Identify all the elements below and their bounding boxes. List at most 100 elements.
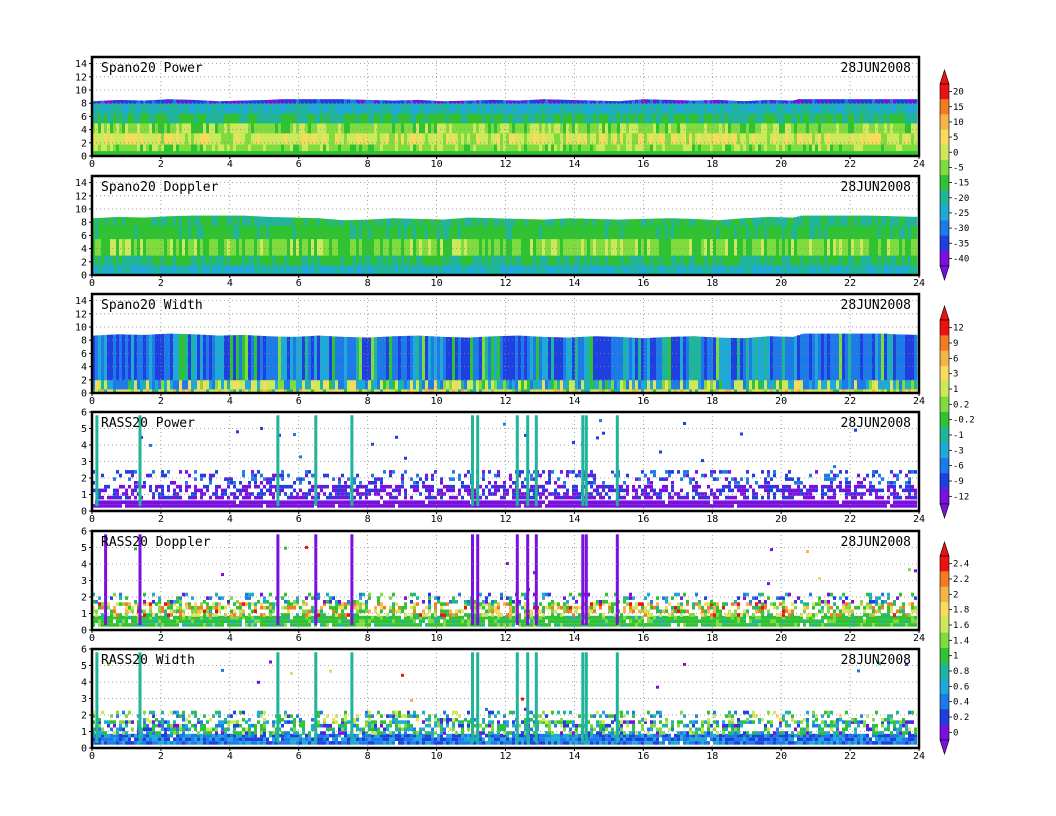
heatmap-cell <box>890 265 894 276</box>
heatmap-cell <box>878 255 882 266</box>
heatmap-cell <box>671 238 675 256</box>
heatmap-cell <box>299 504 302 508</box>
heatmap-cell <box>788 336 792 381</box>
heatmap-cell <box>524 389 528 394</box>
heatmap-cell <box>557 255 561 266</box>
heatmap-cell <box>533 99 537 104</box>
heatmap-cell <box>821 225 825 240</box>
heatmap-cell <box>560 103 564 114</box>
heatmap-cell <box>740 103 744 114</box>
heatmap-cell <box>290 225 294 240</box>
heatmap-cell <box>251 238 255 256</box>
heatmap-cell <box>905 113 909 124</box>
heatmap-cell <box>158 113 162 124</box>
heatmap-cell <box>461 481 464 485</box>
heatmap-cell <box>278 225 282 240</box>
heatmap-cell <box>692 113 696 124</box>
heatmap-cell <box>365 123 369 134</box>
heatmap-cell <box>614 336 618 381</box>
heatmap-cell <box>854 103 858 114</box>
heatmap-cell <box>368 132 372 145</box>
heatmap-cell <box>215 255 219 266</box>
heatmap-cell <box>728 255 732 266</box>
heatmap-cell <box>326 495 329 500</box>
heatmap-cell <box>728 219 732 226</box>
heatmap-cell <box>446 150 450 157</box>
heatmap-cell <box>674 255 678 266</box>
heatmap-cell <box>644 103 648 114</box>
heatmap-cell <box>431 336 435 381</box>
heatmap-cell <box>491 132 495 145</box>
heatmap-cell <box>431 113 435 124</box>
heatmap-cell <box>674 265 678 276</box>
heatmap-cell <box>410 335 414 381</box>
heatmap-cell <box>500 379 504 390</box>
heatmap-cell <box>413 265 417 276</box>
heatmap-cell <box>842 225 846 240</box>
heatmap-cell <box>512 379 516 390</box>
heatmap-cell <box>242 132 246 145</box>
heatmap-cell <box>458 337 462 381</box>
heatmap-cell <box>347 103 351 114</box>
heatmap-cell <box>719 265 723 276</box>
heatmap-cell <box>620 389 624 394</box>
heatmap-cell <box>263 113 267 124</box>
heatmap-cell <box>701 132 705 145</box>
heatmap-cell <box>863 113 867 124</box>
heatmap-cell <box>176 150 180 157</box>
heatmap-cell <box>569 255 573 266</box>
heatmap-cell <box>278 488 281 493</box>
heatmap-cell <box>224 335 228 381</box>
heatmap-cell <box>236 504 239 508</box>
heatmap-cell <box>152 225 156 240</box>
heatmap-cell <box>98 504 101 508</box>
heatmap-cell <box>818 99 822 104</box>
heatmap-cell <box>218 335 222 381</box>
heatmap-cell <box>773 113 777 124</box>
heatmap-cell <box>740 101 744 104</box>
heatmap-cell <box>488 113 492 124</box>
heatmap-cell <box>263 103 267 114</box>
heatmap-cell <box>383 255 387 266</box>
heatmap-cell <box>119 484 122 489</box>
heatmap-cell <box>707 337 711 381</box>
heatmap-cell <box>293 99 297 104</box>
heatmap-cell <box>362 99 366 104</box>
heatmap-cell <box>731 379 735 390</box>
heatmap-cell <box>308 150 312 157</box>
heatmap-cell <box>464 504 467 508</box>
heatmap-cell <box>800 389 804 394</box>
heatmap-cell <box>704 219 708 226</box>
heatmap-cell <box>797 103 801 114</box>
heatmap-cell <box>443 123 447 134</box>
heatmap-cell <box>791 217 795 226</box>
heatmap-cell <box>740 150 744 157</box>
heatmap-cell <box>542 123 546 134</box>
heatmap-cell <box>389 473 392 478</box>
heatmap-cell <box>338 238 342 256</box>
heatmap-cell <box>347 99 351 104</box>
heatmap-cell <box>725 100 729 104</box>
heatmap-cell <box>161 132 165 145</box>
heatmap-cell <box>536 103 540 114</box>
heatmap-cell <box>332 477 335 481</box>
heatmap-cell <box>200 100 204 104</box>
heatmap-cell <box>713 132 717 145</box>
heatmap-cell <box>347 389 351 394</box>
heatmap-cell <box>431 473 434 478</box>
heatmap-cell <box>353 238 357 256</box>
heatmap-cell <box>356 132 360 145</box>
heatmap-cell <box>620 113 624 124</box>
heatmap-cell <box>278 484 281 489</box>
heatmap-cell <box>524 100 528 104</box>
heatmap-cell <box>725 265 729 276</box>
heatmap-cell <box>119 217 123 226</box>
heatmap-cell <box>548 389 552 394</box>
heatmap-cell <box>383 470 386 474</box>
heatmap-cell <box>785 103 789 114</box>
heatmap-cell <box>98 217 102 226</box>
heatmap-cell <box>905 238 909 256</box>
heatmap-cell <box>737 238 741 256</box>
heatmap-cell <box>899 103 903 114</box>
heatmap-cell <box>425 255 429 266</box>
